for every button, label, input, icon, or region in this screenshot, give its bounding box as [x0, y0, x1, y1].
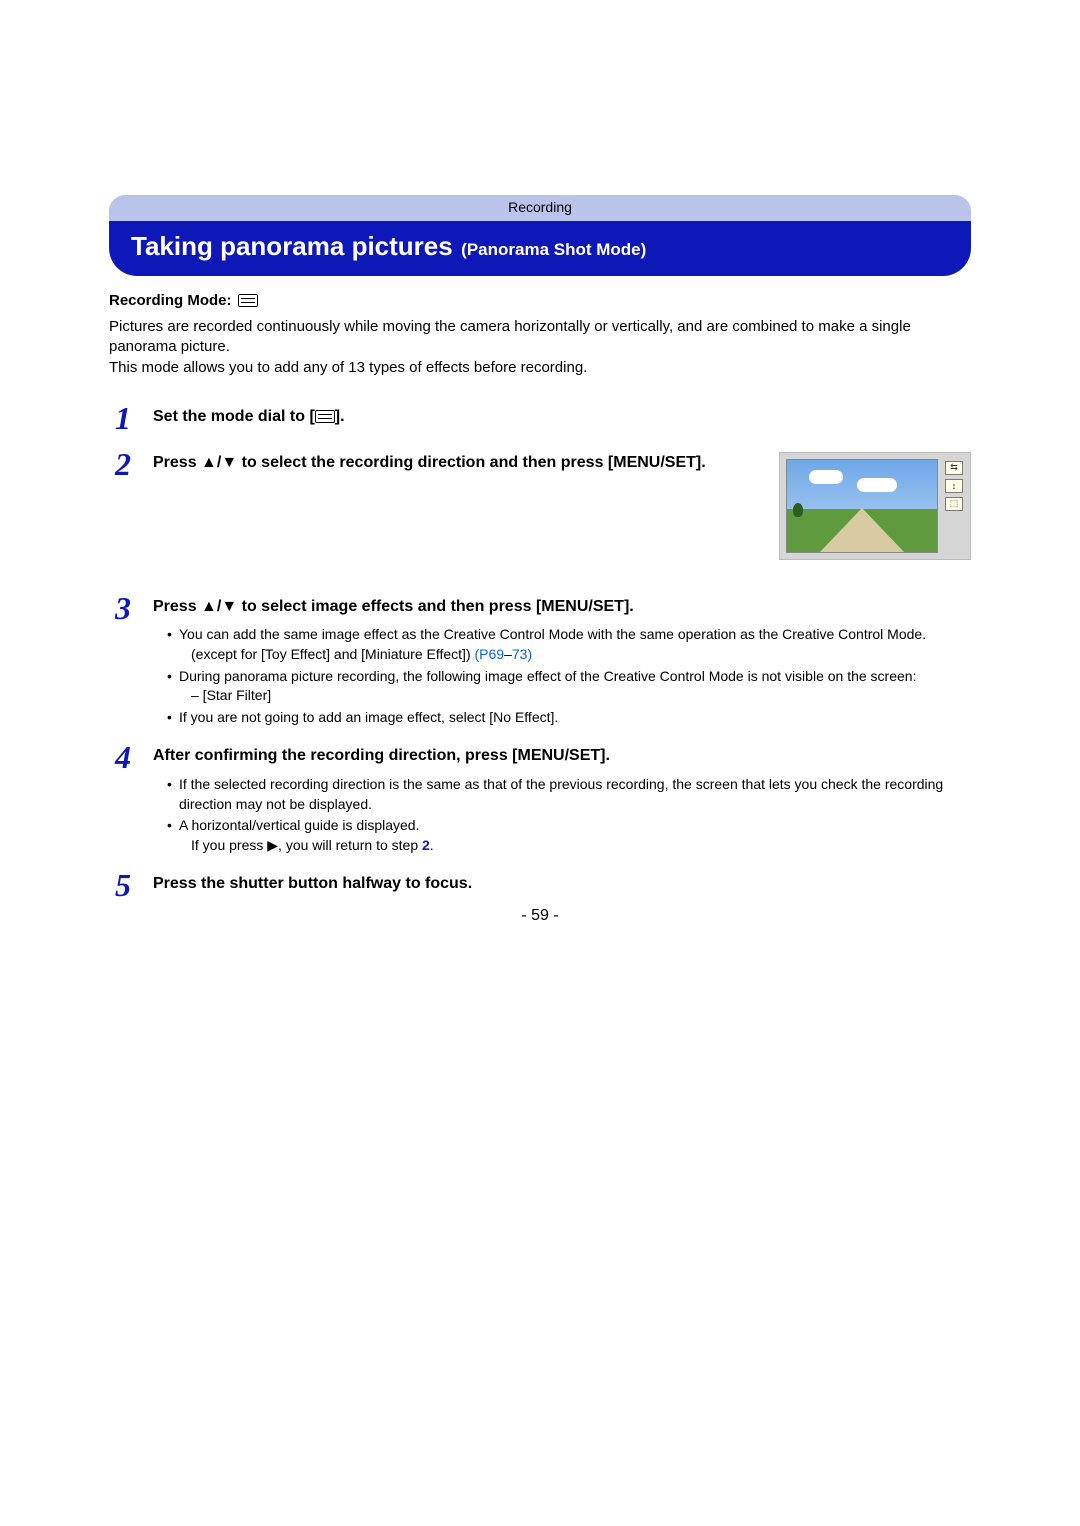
title-sub: (Panorama Shot Mode): [461, 240, 646, 259]
bullet-item: A horizontal/vertical guide is displayed…: [167, 816, 971, 855]
step-ref-number: 2: [422, 837, 430, 853]
step-number: 4: [109, 741, 137, 773]
step-body: Press the shutter button halfway to focu…: [153, 869, 971, 895]
right-arrow-icon: ▶: [267, 837, 278, 853]
step-number: 3: [109, 592, 137, 624]
bullet-item: If the selected recording direction is t…: [167, 775, 971, 814]
effect-icon: ⬚: [945, 497, 963, 511]
preview-cloud: [857, 478, 897, 492]
panorama-mode-icon: [315, 410, 335, 423]
step-4: 4 After confirming the recording directi…: [109, 741, 971, 855]
bullet-text: You can add the same image effect as the…: [179, 626, 926, 642]
preview-cloud: [809, 470, 843, 484]
intro-text: Pictures are recorded continuously while…: [109, 317, 971, 378]
bullet-item: If you are not going to add an image eff…: [167, 708, 971, 728]
preview-road: [820, 508, 904, 552]
step-body: Press ▲/▼ to select image effects and th…: [153, 592, 971, 728]
page-link[interactable]: (P69: [475, 646, 505, 662]
step-title-part: to select image effects and then press […: [237, 598, 634, 615]
step-2: 2 Press ▲/▼ to select the recording dire…: [109, 448, 971, 560]
manual-page: Recording Taking panorama pictures (Pano…: [0, 0, 1080, 961]
bullet-item: During panorama picture recording, the f…: [167, 667, 971, 706]
direction-vertical-icon: ↕: [945, 479, 963, 493]
bullet-subtext: (except for [Toy Effect] and [Miniature …: [179, 645, 971, 665]
section-header: Recording: [109, 195, 971, 221]
step-title-part: Press: [153, 598, 201, 615]
step-2-text: Press ▲/▼ to select the recording direct…: [153, 452, 761, 474]
bullet-item: You can add the same image effect as the…: [167, 625, 971, 664]
step-title-part: ].: [335, 408, 345, 425]
bullet-text: During panorama picture recording, the f…: [179, 668, 916, 684]
step-1: 1 Set the mode dial to [].: [109, 402, 971, 434]
bullet-dash-item: – [Star Filter]: [179, 686, 971, 706]
step-number: 2: [109, 448, 137, 480]
page-link[interactable]: 73): [512, 646, 532, 662]
up-down-icon: ▲/▼: [201, 598, 237, 615]
recording-mode-label: Recording Mode:: [109, 292, 232, 309]
steps-list: 1 Set the mode dial to []. 2 Press ▲/▼ t…: [109, 402, 971, 902]
preview-tree: [793, 503, 803, 517]
direction-horizontal-icon: ⇆: [945, 461, 963, 475]
page-number: - 59 -: [0, 907, 1080, 925]
intro-p2: This mode allows you to add any of 13 ty…: [109, 358, 971, 378]
lcd-side-icons: ⇆ ↕ ⬚: [944, 459, 964, 553]
intro-p1: Pictures are recorded continuously while…: [109, 317, 971, 358]
up-down-icon: ▲/▼: [201, 454, 237, 471]
step-5: 5 Press the shutter button halfway to fo…: [109, 869, 971, 901]
step-body: Set the mode dial to [].: [153, 402, 971, 428]
step-bullets: If the selected recording direction is t…: [153, 775, 971, 855]
step-title-part: to select the recording direction and th…: [237, 454, 706, 471]
step-title: Press the shutter button halfway to focu…: [153, 873, 971, 895]
step-title-part: Press: [153, 454, 201, 471]
step-title: Press ▲/▼ to select the recording direct…: [153, 452, 761, 474]
bullet-text: If you press: [191, 837, 267, 853]
step-bullets: You can add the same image effect as the…: [153, 625, 971, 727]
step-number: 1: [109, 402, 137, 434]
step-title: Set the mode dial to [].: [153, 406, 971, 428]
bullet-subtext: If you press ▶, you will return to step …: [179, 836, 971, 856]
step-3: 3 Press ▲/▼ to select image effects and …: [109, 592, 971, 728]
bullet-text: –: [504, 646, 512, 662]
panorama-mode-icon: [238, 294, 258, 307]
step-number: 5: [109, 869, 137, 901]
step-title-part: Set the mode dial to [: [153, 408, 315, 425]
bullet-text: , you will return to step: [278, 837, 422, 853]
step-title: After confirming the recording direction…: [153, 745, 971, 767]
title-main: Taking panorama pictures: [131, 231, 453, 261]
step-body: Press ▲/▼ to select the recording direct…: [153, 448, 971, 560]
recording-mode-row: Recording Mode:: [109, 292, 971, 309]
step-title: Press ▲/▼ to select image effects and th…: [153, 596, 971, 618]
lcd-preview-image: [786, 459, 938, 553]
lcd-preview: ⇆ ↕ ⬚: [779, 452, 971, 560]
bullet-text: (except for [Toy Effect] and [Miniature …: [191, 646, 475, 662]
section-header-text: Recording: [508, 199, 572, 215]
bullet-text: A horizontal/vertical guide is displayed…: [179, 817, 419, 833]
step-body: After confirming the recording direction…: [153, 741, 971, 855]
page-title: Taking panorama pictures (Panorama Shot …: [109, 221, 971, 276]
bullet-text: .: [430, 837, 434, 853]
